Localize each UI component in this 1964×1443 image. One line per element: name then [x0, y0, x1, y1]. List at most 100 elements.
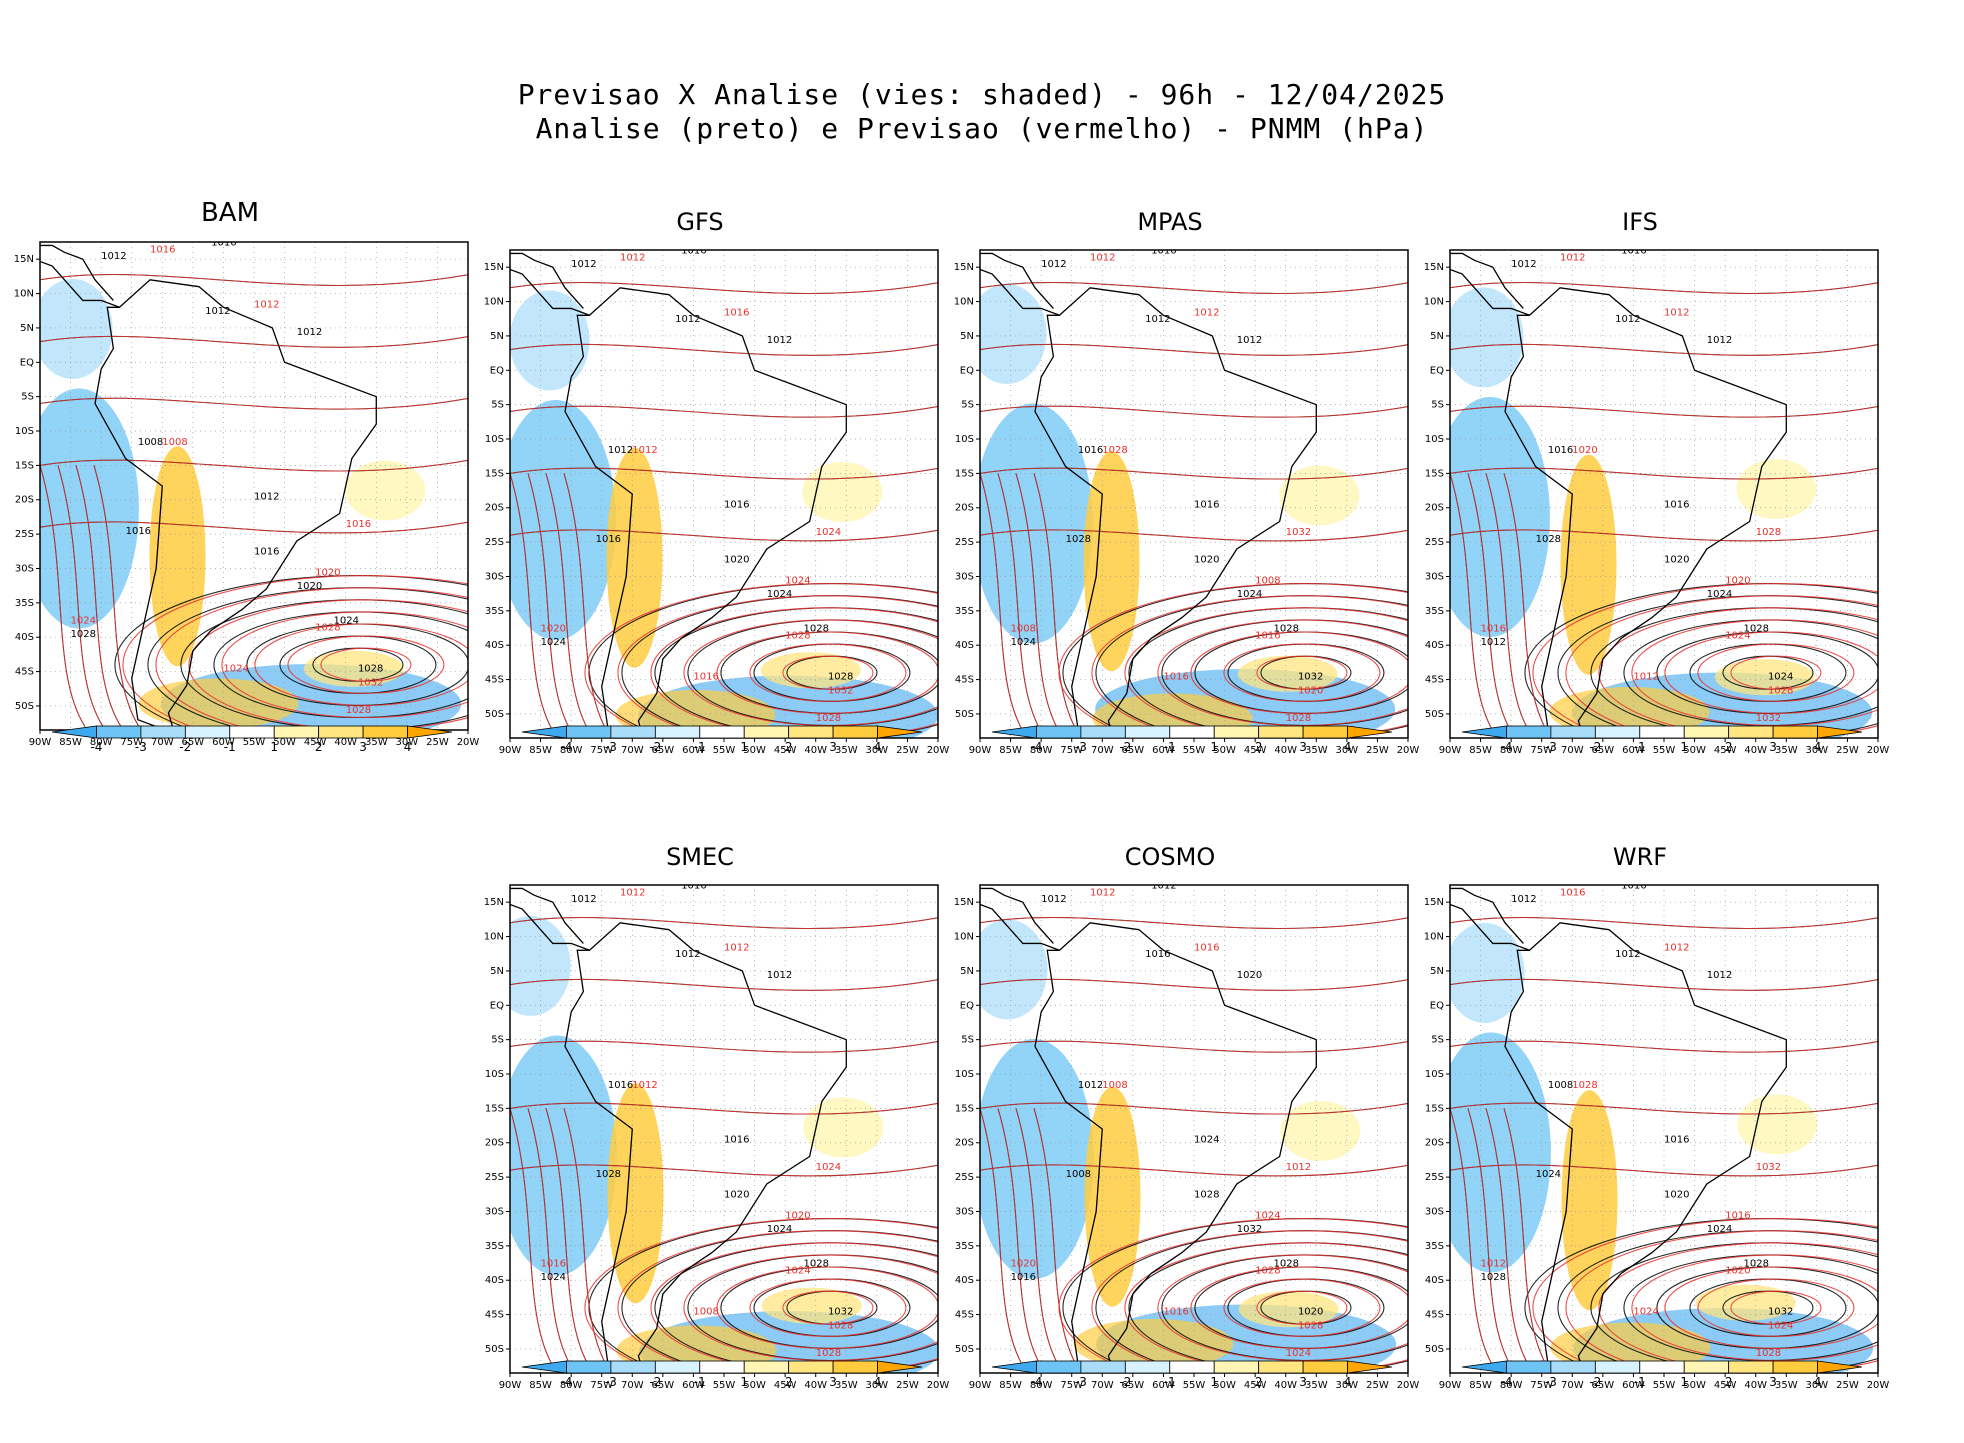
analysis-contour-label: 1028	[1066, 534, 1091, 545]
lat-tick-label: 10N	[1424, 297, 1444, 308]
colorbar-segment	[1036, 725, 1082, 739]
lat-tick-label: EQ	[20, 357, 34, 368]
lat-tick-label: 30S	[1425, 1206, 1444, 1217]
colorbar-tick-label: 3	[1769, 1375, 1777, 1389]
colorbar-segment	[991, 1360, 1037, 1374]
lon-tick-label: 40W	[804, 1380, 827, 1391]
forecast-contour-label: 1012	[1664, 307, 1689, 318]
lat-tick-label: 40S	[485, 1275, 504, 1286]
forecast-contour-label: 1012	[632, 445, 657, 456]
bias-shading	[1450, 287, 1873, 738]
forecast-contours	[980, 916, 1408, 1373]
colorbar-segment	[362, 725, 408, 739]
panel-smec: SMEC 1012 1016 1012 1012 1016 1020 1024 1028 1032…	[480, 843, 960, 1443]
colorbar-tick-label: 2	[785, 1375, 793, 1389]
lon-tick-label: 40W	[804, 745, 827, 756]
analysis-contour-label: 1028	[1743, 623, 1768, 634]
lon-tick-label: 50W	[1213, 1380, 1236, 1391]
lon-tick-label: 45W	[1714, 1380, 1737, 1391]
analysis-contour-label: 1008	[1548, 1080, 1573, 1091]
analysis-contour-label: 1012	[1481, 637, 1506, 648]
analysis-contour-label: 1012	[101, 251, 126, 262]
colorbar-tick-label: 4	[1814, 740, 1822, 754]
colorbar-segment	[1728, 725, 1774, 739]
colorbar-tick-label: 4	[404, 740, 412, 754]
colorbar-segment	[229, 725, 275, 739]
lat-tick-label: 25S	[955, 1172, 974, 1183]
lat-tick-label: 50S	[15, 701, 34, 712]
forecast-contour-label: 1020	[315, 567, 340, 578]
colorbar-segment	[991, 725, 1037, 739]
lon-tick-label: 45W	[774, 745, 797, 756]
lat-tick-label: EQ	[490, 365, 504, 376]
lon-tick-label: 55W	[243, 737, 266, 748]
lon-tick-label: 85W	[529, 745, 552, 756]
colorbar-segment	[1772, 725, 1818, 739]
lat-tick-label: EQ	[960, 1000, 974, 1011]
forecast-contour-label: 1028	[1572, 1080, 1597, 1091]
forecast-contours	[510, 281, 938, 738]
colorbar-segment	[877, 725, 923, 739]
colorbar-segment	[1461, 1360, 1507, 1374]
forecast-contour-label: 1028	[1756, 527, 1781, 538]
lat-tick-label: 15N	[484, 897, 504, 908]
colorbar-segment	[1594, 725, 1641, 739]
lat-tick-label: 40S	[955, 1275, 974, 1286]
lon-tick-label: 55W	[1653, 1380, 1676, 1391]
analysis-contour-label: 1012	[571, 259, 596, 270]
lon-tick-label: 75W	[1530, 1380, 1553, 1391]
colorbar-tick-label: -2	[179, 740, 191, 754]
colorbar-tick-label: -2	[649, 1375, 661, 1389]
lon-tick-label: 20W	[1867, 1380, 1890, 1391]
colorbar: -4 -3 -2 -1 1 2 3 4	[991, 1360, 1393, 1389]
lat-tick-label: 45S	[485, 675, 504, 686]
analysis-contour-label: 1012	[297, 327, 322, 338]
analysis-contour-label: 1024	[1011, 637, 1036, 648]
analysis-contour-label: 1020	[1194, 555, 1219, 566]
colorbar-tick-label: 2	[315, 740, 323, 754]
lon-tick-label: 30W	[866, 745, 889, 756]
lon-tick-label: 40W	[1274, 745, 1297, 756]
forecast-contour-label: 1024	[71, 615, 96, 626]
forecast-contour-label: 1012	[1194, 307, 1219, 318]
colorbar-tick-label: 4	[1814, 1375, 1822, 1389]
lat-tick-label: 25S	[1425, 537, 1444, 548]
colorbar-segment	[1772, 1360, 1818, 1374]
colorbar-segment	[1639, 1360, 1685, 1374]
colorbar-segment	[1817, 1360, 1863, 1374]
colorbar-tick-label: -4	[560, 1375, 572, 1389]
lon-tick-label: 30W	[1336, 745, 1359, 756]
lon-tick-label: 35W	[835, 745, 858, 756]
lat-tick-label: 20S	[955, 503, 974, 514]
lon-tick-label: 45W	[1244, 1380, 1267, 1391]
colorbar-tick-label: 2	[1255, 740, 1263, 754]
forecast-contour-label: 1016	[724, 307, 749, 318]
forecast-contour-label: 1012	[1090, 887, 1115, 898]
panel-gfs: GFS 1012 1016 1012 1012 1016 1020 1024 1028 1028 1…	[480, 208, 960, 808]
lat-tick-label: 35S	[15, 598, 34, 609]
colorbar-tick-label: -2	[1589, 1375, 1601, 1389]
analysis-contour-label: 1024	[1707, 589, 1732, 600]
analysis-contour-label: 1012	[767, 970, 792, 981]
colorbar-tick-label: -4	[560, 740, 572, 754]
colorbar-tick-label: -4	[90, 740, 102, 754]
colorbar-tick-label: -3	[1545, 740, 1557, 754]
lat-tick-label: 10N	[954, 297, 974, 308]
panel-ifs: IFS 1012 1016 1012 1012 1016 1020 1024 1028 1024 1…	[1420, 208, 1900, 808]
colorbar-tick-label: 1	[1210, 1375, 1218, 1389]
colorbar-tick-label: -3	[135, 740, 147, 754]
analysis-contour-label: 1028	[1194, 1190, 1219, 1201]
forecast-contour-label: 1012	[1633, 672, 1658, 683]
lat-tick-label: 10N	[954, 932, 974, 943]
colorbar-tick-label: -4	[1030, 1375, 1042, 1389]
panel-title: IFS	[1622, 208, 1658, 236]
analysis-contour-label: 1008	[1066, 1169, 1091, 1180]
forecast-contour-label: 1016	[1725, 1210, 1750, 1221]
analysis-contour-label: 1024	[1707, 1224, 1732, 1235]
analysis-contour-label: 1012	[1041, 894, 1066, 905]
lat-tick-label: 35S	[1425, 606, 1444, 617]
panel-title: WRF	[1612, 843, 1668, 871]
colorbar-tick-label: -3	[605, 1375, 617, 1389]
lat-tick-label: 10S	[15, 426, 34, 437]
colorbar-tick-label: -1	[224, 740, 236, 754]
